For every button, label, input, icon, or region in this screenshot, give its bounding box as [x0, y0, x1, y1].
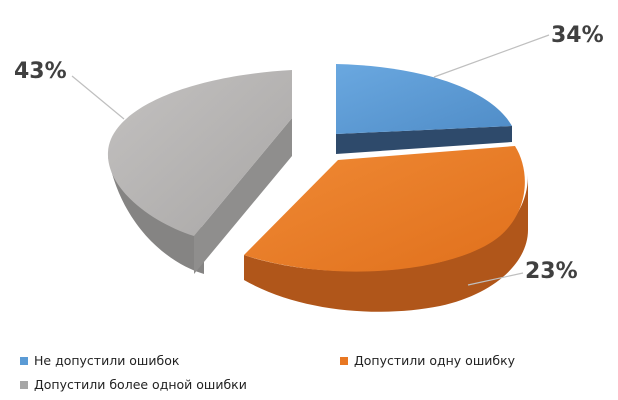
- data-label-one-error: 23%: [525, 259, 578, 284]
- legend-item-one-error: Допустили одну ошибку: [340, 353, 516, 368]
- data-label-more-than-one-error: 43%: [14, 59, 67, 84]
- legend-swatch-orange: [340, 357, 348, 365]
- slice-one-error: [244, 146, 528, 312]
- legend: Не допустили ошибок Допустили одну ошибк…: [20, 353, 516, 392]
- data-label-no-errors: 34%: [551, 23, 604, 48]
- slice-no-errors: [336, 64, 512, 154]
- legend-label-one-error: Допустили одну ошибку: [354, 353, 516, 368]
- legend-swatch-gray: [20, 381, 28, 389]
- legend-item-more-than-one-error: Допустили более одной ошибки: [20, 377, 247, 392]
- slice-blue-top: [336, 64, 512, 134]
- legend-item-no-errors: Не допустили ошибок: [20, 353, 180, 368]
- legend-label-more-than-one-error: Допустили более одной ошибки: [34, 377, 247, 392]
- legend-label-no-errors: Не допустили ошибок: [34, 353, 180, 368]
- legend-swatch-blue: [20, 357, 28, 365]
- leader-line-34: [434, 35, 549, 77]
- leader-line-43: [72, 76, 124, 119]
